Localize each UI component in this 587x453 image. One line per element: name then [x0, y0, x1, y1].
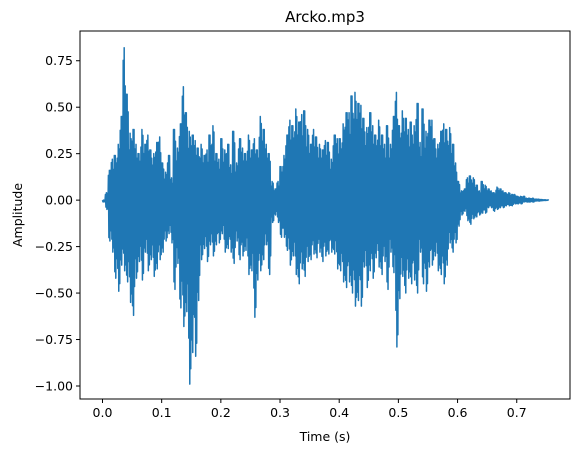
x-tick-label: 0.3	[270, 405, 290, 420]
x-tick-label: 0.7	[507, 405, 527, 420]
waveform-series	[101, 46, 550, 385]
y-tick-label: −1.00	[35, 378, 73, 393]
x-axis-label: Time (s)	[299, 429, 351, 444]
y-tick-label: 0.50	[45, 100, 73, 115]
chart-title: Arcko.mp3	[285, 8, 365, 26]
y-axis-ticks: 0.75 0.50 0.25 0.00 −0.25 −0.50 −0.75 −1.00	[35, 53, 80, 393]
x-tick-label: 0.6	[448, 405, 468, 420]
x-tick-label: 0.2	[211, 405, 231, 420]
y-tick-label: −0.75	[35, 332, 73, 347]
y-tick-label: −0.50	[35, 286, 73, 301]
x-tick-label: 0.1	[152, 405, 172, 420]
x-tick-label: 0.4	[329, 405, 349, 420]
waveform-line	[101, 46, 550, 385]
y-axis-label: Amplitude	[10, 183, 25, 247]
y-tick-label: 0.00	[45, 193, 73, 208]
x-tick-label: 0.5	[388, 405, 408, 420]
y-tick-label: −0.25	[35, 239, 73, 254]
x-axis-ticks: 0.0 0.1 0.2 0.3 0.4 0.5 0.6 0.7	[93, 399, 527, 420]
x-tick-label: 0.0	[93, 405, 113, 420]
plot-frame	[79, 30, 571, 400]
y-tick-label: 0.25	[45, 146, 73, 161]
y-tick-label: 0.75	[45, 53, 73, 68]
